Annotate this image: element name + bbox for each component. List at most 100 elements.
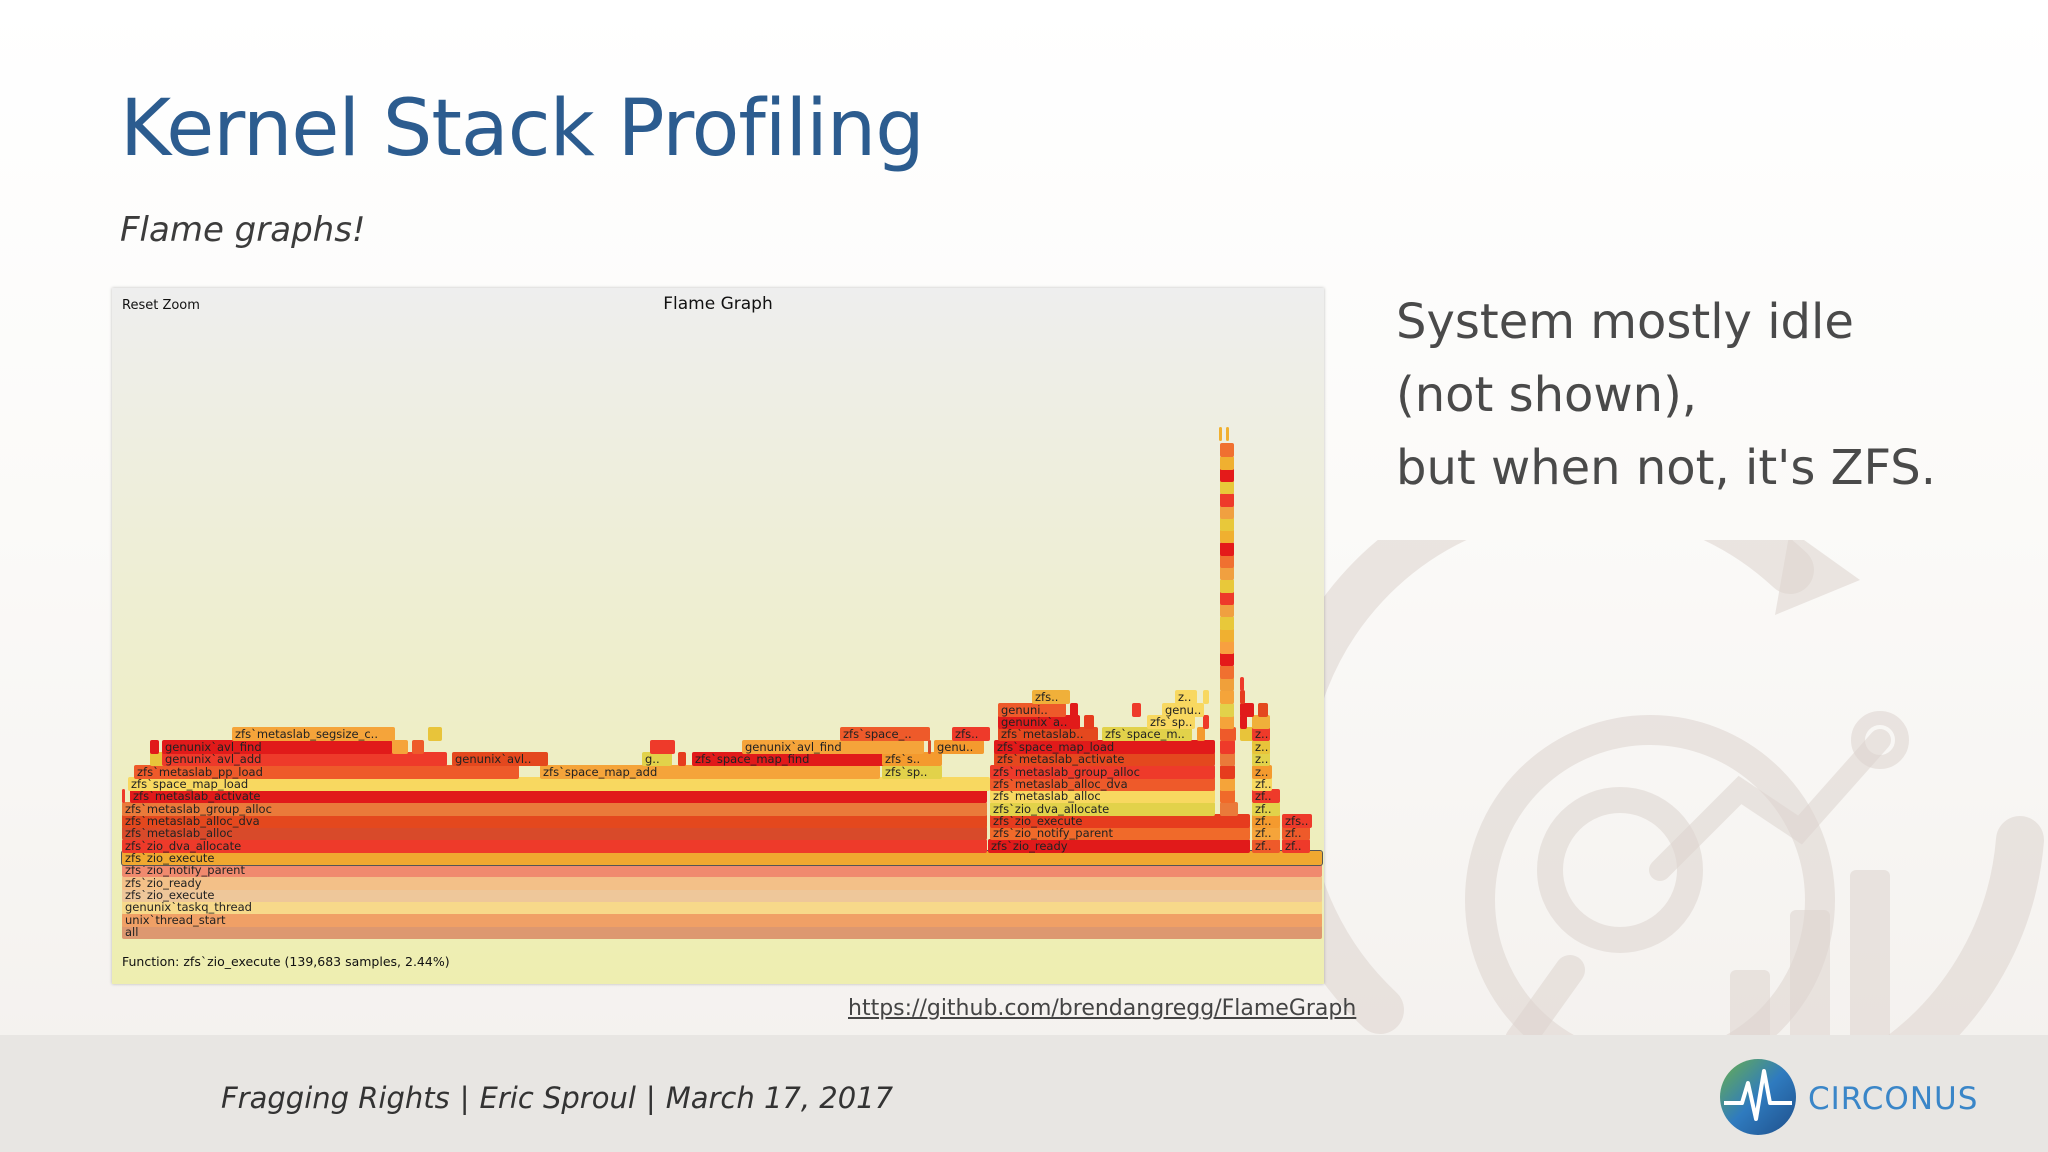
flame-frame[interactable]: zfs`zio_execute [121, 850, 1323, 866]
flamegraph-source-link[interactable]: https://github.com/brendangregg/FlameGra… [848, 996, 1357, 1021]
flame-frame[interactable] [1240, 703, 1254, 717]
flame-frame[interactable]: zf.. [1252, 826, 1280, 840]
flame-frame[interactable]: zf.. [1282, 826, 1310, 840]
flame-frame[interactable] [1220, 802, 1238, 816]
flame-frame[interactable]: zf.. [1252, 814, 1280, 828]
flame-frame[interactable]: zfs`metaslab_activate [130, 789, 987, 803]
flame-frame[interactable]: zfs.. [1282, 814, 1312, 828]
flame-frame[interactable] [1220, 627, 1234, 642]
flame-frame[interactable]: z.. [1252, 740, 1270, 754]
flame-frame[interactable]: genunix`avl_find [162, 740, 392, 754]
flame-frame[interactable]: genunix`avl.. [452, 752, 548, 766]
flame-frame[interactable]: zfs`zio_dva_allocate [122, 839, 987, 853]
flame-frame[interactable] [928, 740, 931, 754]
flame-frame[interactable]: zfs`s.. [882, 752, 942, 766]
flame-frame[interactable] [1220, 652, 1234, 667]
flame-frame[interactable]: zfs`metaslab_pp_load [134, 765, 519, 779]
flame-frame[interactable] [1240, 715, 1247, 729]
flame-frame[interactable] [1220, 765, 1235, 779]
flame-frame[interactable]: g.. [642, 752, 672, 766]
flame-frame[interactable]: zfs`metaslab_alloc [122, 826, 987, 840]
flame-frame[interactable]: zfs`metaslab_alloc [990, 789, 1215, 803]
flame-frame[interactable] [392, 740, 408, 754]
flame-frame[interactable] [1220, 603, 1234, 618]
flame-frame[interactable]: zfs`metaslab_alloc_dva [990, 777, 1215, 791]
flame-frame[interactable]: zfs.. [1032, 690, 1070, 704]
flame-frame[interactable]: zfs.. [952, 727, 990, 741]
flame-frame[interactable]: zfs`space_map_load [128, 777, 990, 791]
flame-frame[interactable] [650, 740, 675, 754]
flame-frame[interactable]: zfs`sp.. [1147, 715, 1195, 729]
flame-frame[interactable] [678, 752, 686, 766]
flame-frame[interactable]: genunix`avl_add [162, 752, 447, 766]
reset-zoom-button[interactable]: Reset Zoom [122, 298, 200, 313]
flame-frame[interactable] [1220, 740, 1235, 754]
flame-frame[interactable] [122, 789, 125, 803]
flame-frame[interactable] [1220, 752, 1235, 766]
flame-frame[interactable]: zfs`zio_execute [990, 814, 1250, 828]
flame-frame[interactable]: unix`thread_start [122, 913, 1322, 927]
flame-frame[interactable] [1220, 455, 1234, 470]
flame-frame[interactable] [1070, 703, 1078, 717]
flame-frame[interactable]: genunix`avl_find [742, 740, 924, 754]
flame-frame[interactable] [1219, 427, 1222, 441]
flame-frame[interactable]: zfs`metaslab_group_alloc [990, 765, 1215, 779]
flame-frame[interactable] [1132, 703, 1141, 717]
flame-frame[interactable]: genunix`taskq_thread [122, 900, 1322, 914]
flame-frame[interactable] [1220, 615, 1234, 630]
flame-frame[interactable]: zf.. [1252, 839, 1280, 853]
flame-frame[interactable] [1220, 640, 1234, 655]
flame-frame[interactable] [1220, 566, 1234, 581]
flame-frame[interactable]: genunix`a.. [998, 715, 1080, 729]
flame-frame[interactable] [1220, 690, 1234, 704]
flame-frame[interactable] [1240, 690, 1245, 704]
flame-frame[interactable] [428, 727, 442, 741]
flame-frame[interactable] [1220, 541, 1234, 556]
flame-frame[interactable] [1220, 789, 1235, 803]
flame-frame[interactable]: zf.. [1252, 789, 1280, 803]
flame-frame[interactable]: genuni.. [998, 703, 1066, 717]
flame-frame[interactable] [1220, 517, 1234, 532]
flame-frame[interactable] [1220, 492, 1234, 507]
flame-frame[interactable] [1220, 664, 1234, 679]
flame-frame[interactable]: z.. [1175, 690, 1197, 704]
flame-frame[interactable]: zf.. [1252, 802, 1280, 816]
flame-frame[interactable]: all [122, 925, 1322, 939]
flame-frame[interactable]: genu.. [934, 740, 984, 754]
flame-frame[interactable]: z.. [1252, 727, 1270, 741]
flame-frame[interactable]: zfs`zio_ready [122, 876, 1322, 890]
flame-frame[interactable] [1197, 727, 1205, 741]
flame-frame[interactable] [1220, 443, 1234, 458]
flame-frame[interactable] [1220, 677, 1234, 691]
flame-frame[interactable]: zfs`space_m.. [1102, 727, 1192, 741]
flame-frame[interactable]: zfs`metaslab_alloc_dva [122, 814, 987, 828]
flame-frame[interactable]: zf.. [1282, 839, 1310, 853]
flame-frame[interactable] [1252, 715, 1270, 729]
flame-frame[interactable] [1226, 427, 1229, 441]
flame-frame[interactable]: zfs`sp.. [882, 765, 942, 779]
flame-frame[interactable]: genu.. [1162, 703, 1204, 717]
flame-frame[interactable]: zf.. [1252, 777, 1272, 791]
flame-frame[interactable]: zfs`metaslab_activate [994, 752, 1215, 766]
flame-frame[interactable]: z.. [1252, 765, 1272, 779]
flame-frame[interactable] [1220, 529, 1234, 544]
flame-frame[interactable] [1203, 690, 1209, 704]
flame-frame[interactable]: zfs`zio_ready [988, 839, 1250, 853]
flame-frame[interactable]: zfs`metaslab_segsize_c.. [232, 727, 395, 741]
flame-frame[interactable] [1084, 715, 1094, 729]
flame-frame[interactable]: zfs`metaslab_group_alloc [122, 802, 987, 816]
flame-frame[interactable] [1220, 578, 1234, 593]
flame-frame[interactable] [1240, 677, 1244, 691]
flame-frame[interactable] [1220, 480, 1234, 495]
flame-frame[interactable]: zfs`zio_notify_parent [990, 826, 1250, 840]
flame-frame[interactable]: zfs`space_map_find [692, 752, 940, 766]
flame-frame[interactable] [1220, 590, 1234, 605]
flame-frame[interactable] [1220, 715, 1234, 729]
flame-frame[interactable] [1220, 727, 1236, 741]
flame-frame[interactable]: zfs`zio_dva_allocate [990, 802, 1215, 816]
flame-frame[interactable] [1240, 727, 1254, 741]
flame-frame[interactable] [1220, 504, 1234, 519]
flame-frame[interactable]: zfs`zio_execute [122, 888, 1322, 902]
flame-frame[interactable]: zfs`space_.. [840, 727, 930, 741]
flame-frame[interactable] [1258, 703, 1268, 717]
